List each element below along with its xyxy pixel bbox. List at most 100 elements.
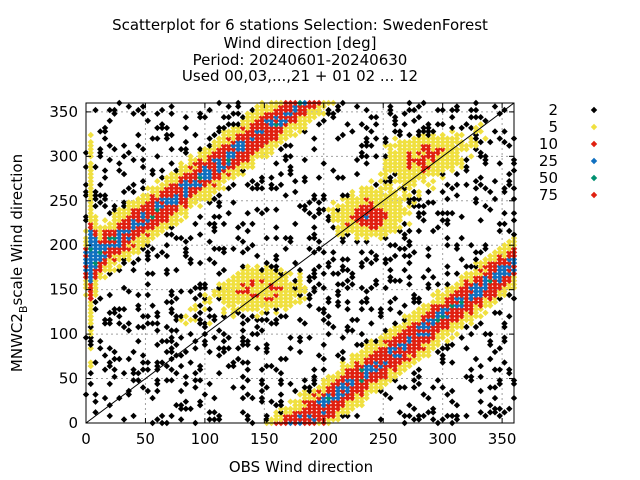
scatter-point [168,188,175,196]
scatter-point [401,355,408,363]
scatter-point [125,103,132,110]
scatter-point [239,121,247,128]
scatter-point [401,345,408,352]
scatter-point [377,185,385,192]
scatter-point [277,181,285,188]
scatter-point [230,128,237,135]
scatter-point [182,124,190,132]
scatter-point [211,163,218,171]
scatter-point [220,281,228,288]
scatter-point [168,199,175,206]
scatter-point [92,291,99,299]
scatter-point [273,309,280,316]
scatter-point [353,380,361,388]
scatter-point [391,213,399,220]
scatter-point [254,266,261,274]
scatter-point [239,298,247,306]
scatter-point [206,298,213,306]
scatter-point [111,266,118,274]
scatter-point [135,238,142,245]
scatter-point [254,114,261,121]
scatter-point [277,270,285,277]
scatter-point [97,242,104,249]
scatter-point [287,142,294,149]
scatter-point [263,153,270,160]
scatter-point [101,238,109,245]
scatter-point [434,146,442,153]
scatter-point [320,409,327,416]
scatter-point [330,199,337,206]
scatter-point [487,277,494,284]
scatter-point [177,210,185,217]
scatter-point [448,320,456,327]
scatter-point [173,167,180,174]
scatter-point [448,313,456,320]
scatter-point [458,295,465,302]
scatter-point [268,288,275,295]
scatter-point [277,114,285,121]
scatter-point [230,245,237,252]
scatter-point [206,409,213,416]
scatter-point [258,366,266,373]
scatter-point [239,117,247,124]
scatter-point [292,405,299,412]
scatter-point [306,234,313,242]
y-tick-label: 150 [49,281,78,299]
scatter-point [458,288,465,295]
scatter-point [263,277,270,284]
scatter-point [330,167,337,174]
scatter-point [372,192,380,199]
scatter-point [239,128,247,135]
scatter-point [144,206,152,213]
scatter-point [415,330,423,338]
scatter-point [192,306,199,313]
scatter-point [120,259,128,267]
scatter-point [273,128,280,135]
scatter-point [358,387,366,395]
scatter-point [406,259,413,267]
scatter-point [387,160,394,167]
scatter-point [487,330,494,338]
scatter-point [120,224,128,231]
scatter-point [273,288,280,295]
scatter-point [448,359,456,366]
scatter-point [372,370,380,377]
scatter-point [382,327,389,334]
scatter-point [363,135,370,142]
scatter-point [339,195,346,203]
scatter-point [363,298,370,306]
scatter-point [196,153,204,160]
scatter-point [311,103,318,110]
scatter-point [382,231,389,238]
scatter-point [273,298,280,306]
scatter-point [320,316,327,324]
scatter-point [429,338,437,345]
scatter-point [387,298,394,306]
scatter-point [496,291,503,299]
scatter-point [358,249,366,256]
scatter-point [287,121,294,128]
scatter-point [458,131,465,139]
scatter-point [420,202,427,210]
scatter-point [244,163,251,171]
scatter-point [206,156,213,164]
scatter-point [244,153,251,160]
scatter-point [268,181,275,188]
scatter-point [387,178,394,185]
scatter-point [410,181,418,188]
scatter-point [320,306,327,313]
legend-label: 75 [539,186,558,204]
scatter-point [101,135,109,142]
scatter-point [154,185,161,192]
scatter-point [120,217,128,224]
scatter-point [296,412,304,420]
scatter-point [215,412,223,420]
scatter-point [192,163,199,171]
scatter-point [410,355,418,363]
scatter-point [282,192,289,199]
scatter-point [130,156,137,164]
scatter-point [87,142,94,149]
scatter-point [353,210,361,217]
scatter-point [372,348,380,356]
scatter-point [192,302,199,309]
